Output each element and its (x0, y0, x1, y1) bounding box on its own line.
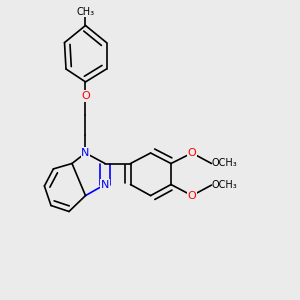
Text: CH₃: CH₃ (76, 7, 94, 17)
Text: O: O (188, 190, 196, 201)
Text: O: O (81, 91, 90, 101)
Text: OCH₃: OCH₃ (212, 158, 237, 169)
Text: O: O (188, 148, 196, 158)
Text: N: N (101, 179, 109, 190)
Text: N: N (81, 148, 90, 158)
Text: OCH₃: OCH₃ (212, 180, 237, 190)
